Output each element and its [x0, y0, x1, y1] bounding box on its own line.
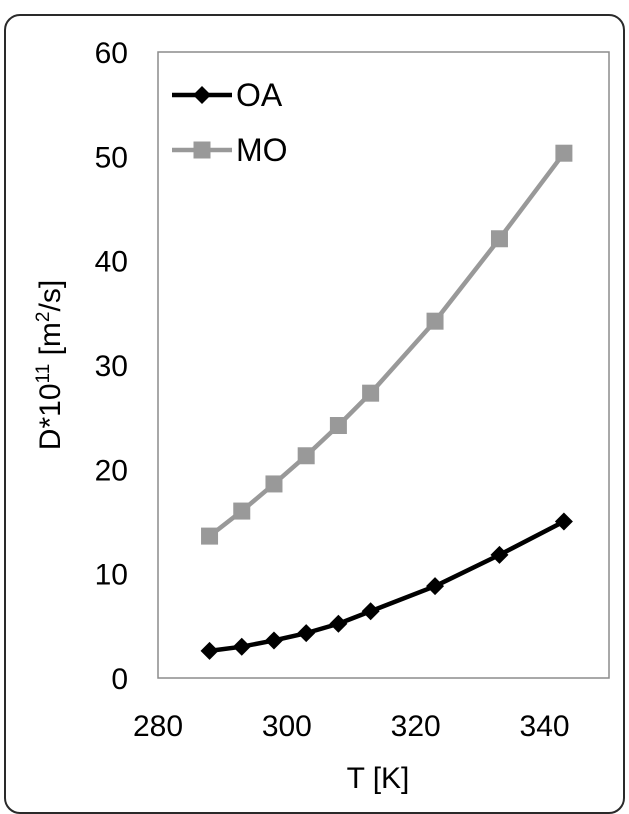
data-point-mo: [362, 384, 380, 402]
y-tick-label: 20: [95, 454, 128, 487]
plot-area: [157, 51, 610, 679]
data-point-oa: [264, 631, 283, 650]
series-line-oa: [209, 519, 565, 654]
data-point-oa: [426, 577, 445, 596]
data-point-oa: [490, 545, 509, 564]
y-axis-title-unit-exponent: 2: [33, 311, 54, 322]
series-line-mo: [208, 151, 566, 538]
data-point-mo: [329, 417, 347, 435]
data-point-mo: [426, 312, 444, 330]
data-point-mo: [201, 527, 219, 545]
x-axis-title: T [K]: [347, 762, 410, 795]
x-tick-label: 300: [262, 710, 312, 743]
series-layer: [200, 144, 573, 660]
data-point-mo: [265, 475, 283, 493]
legend: OA MO: [172, 77, 288, 168]
data-point-mo: [233, 502, 251, 520]
y-tick-label: 10: [95, 559, 128, 592]
x-tick-label: 320: [391, 710, 441, 743]
data-point-oa: [361, 602, 380, 621]
y-tick-label: 0: [111, 663, 128, 696]
line-chart: 0 10 20 30 40 50 60 280 300 320 340 OA MO T [K] D*…: [33, 37, 610, 795]
y-axis-title-exponent: 11: [33, 364, 54, 384]
legend-marker-mo: [193, 141, 211, 159]
x-tick-labels: 280 300 320 340: [133, 710, 570, 743]
y-tick-label: 30: [95, 350, 128, 383]
legend-label-oa: OA: [236, 77, 283, 113]
data-point-mo: [297, 447, 315, 465]
y-axis-title-main: D*10: [34, 383, 67, 450]
legend-label-mo: MO: [236, 132, 288, 168]
y-axis-title-unit-close: /s]: [34, 280, 67, 312]
data-point-mo: [555, 144, 573, 162]
y-tick-labels: 0 10 20 30 40 50 60: [95, 37, 128, 696]
x-tick-label: 340: [520, 710, 570, 743]
data-point-oa: [200, 641, 219, 660]
data-point-oa: [297, 624, 316, 643]
y-tick-label: 50: [95, 141, 128, 174]
data-point-oa: [329, 614, 348, 633]
data-point-oa: [554, 512, 573, 531]
y-axis-title-unit-open: [m: [34, 322, 67, 364]
data-point-mo: [490, 230, 508, 248]
y-tick-label: 40: [95, 246, 128, 279]
data-point-oa: [232, 637, 251, 656]
y-tick-label: 60: [95, 37, 128, 70]
y-axis-title: D*1011 [m2/s]: [33, 280, 67, 450]
x-tick-label: 280: [133, 710, 183, 743]
legend-marker-oa: [193, 86, 211, 104]
